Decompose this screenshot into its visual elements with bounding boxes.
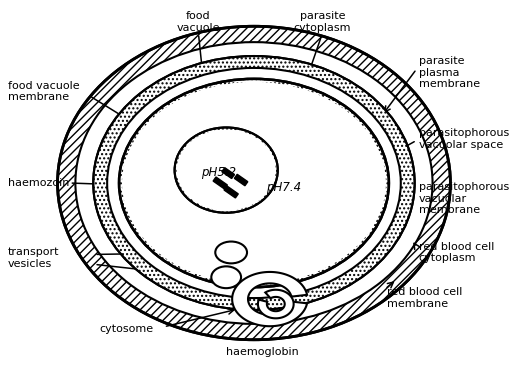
Polygon shape — [224, 186, 238, 198]
Ellipse shape — [119, 79, 389, 287]
Ellipse shape — [215, 241, 247, 263]
Text: cytosome: cytosome — [99, 324, 153, 334]
Text: parasite
cytoplasm: parasite cytoplasm — [294, 11, 351, 33]
Ellipse shape — [211, 266, 241, 288]
Polygon shape — [222, 168, 235, 178]
Polygon shape — [213, 177, 227, 189]
Polygon shape — [232, 272, 307, 326]
Ellipse shape — [93, 56, 414, 310]
Text: red blood cell
membrane: red blood cell membrane — [387, 287, 462, 309]
Text: parasite
plasma
membrane: parasite plasma membrane — [419, 56, 480, 89]
Text: pH7.4: pH7.4 — [266, 181, 301, 194]
Ellipse shape — [174, 127, 278, 213]
Text: transport
vesicles: transport vesicles — [8, 248, 60, 269]
Text: food
vacuole: food vacuole — [177, 11, 220, 33]
Text: food vacuole
membrane: food vacuole membrane — [8, 81, 80, 102]
Ellipse shape — [122, 82, 386, 284]
Text: red blood cell
cytoplasm: red blood cell cytoplasm — [419, 241, 494, 263]
Polygon shape — [235, 174, 248, 186]
Ellipse shape — [177, 130, 276, 211]
Text: parasitophorous
vacuolar space: parasitophorous vacuolar space — [419, 128, 509, 150]
Polygon shape — [258, 290, 294, 318]
Ellipse shape — [76, 42, 433, 324]
Text: haemoglobin: haemoglobin — [226, 347, 298, 357]
Text: haemozoin: haemozoin — [8, 178, 69, 188]
Ellipse shape — [107, 68, 401, 298]
Text: parasitophorous
vacuolar
membrane: parasitophorous vacuolar membrane — [419, 182, 509, 215]
Ellipse shape — [57, 26, 451, 340]
Text: pH5.2: pH5.2 — [201, 166, 236, 178]
